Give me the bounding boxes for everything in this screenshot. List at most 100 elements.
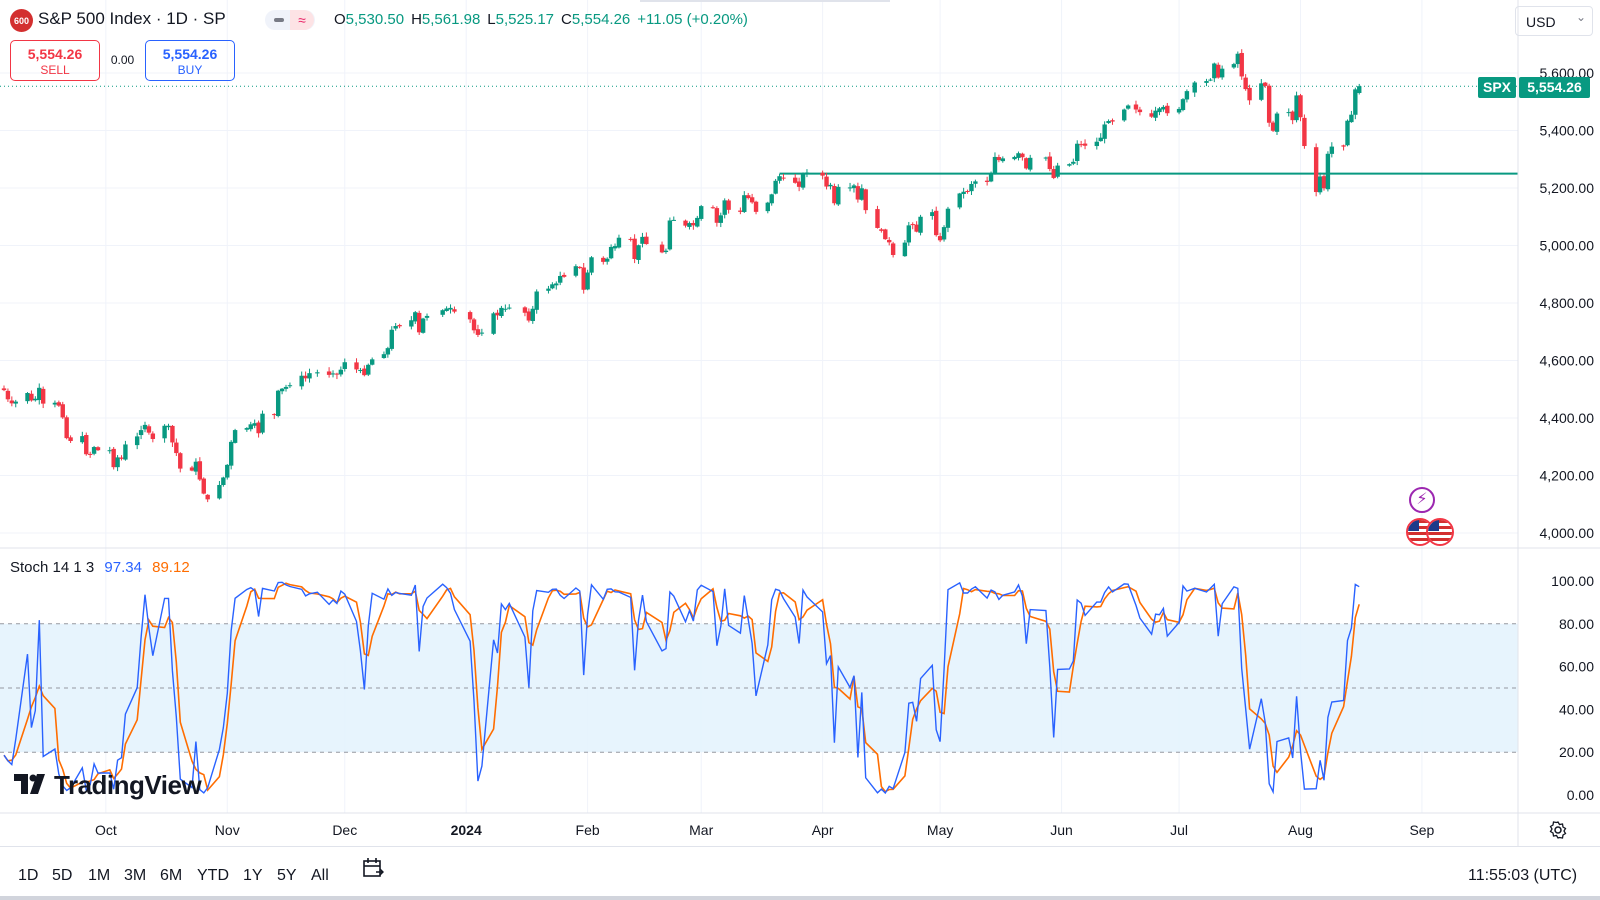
candle-up (1028, 157, 1033, 170)
candle-down (1239, 52, 1244, 77)
candle-up (1012, 156, 1017, 160)
candle-down (189, 467, 195, 471)
candle-up (988, 174, 994, 182)
candle-up (1317, 176, 1323, 193)
candle-up (1071, 161, 1076, 164)
chevron-down-icon: ⌄ (1575, 10, 1586, 24)
lightning-icon[interactable]: ⚡ (1409, 487, 1435, 513)
candle-up (393, 326, 398, 329)
candle-up (554, 283, 559, 286)
candle-up (605, 258, 610, 262)
candle-up (1294, 95, 1299, 121)
symbol-title[interactable]: S&P 500 Index · 1D · SP (38, 9, 226, 28)
candle-down (205, 494, 210, 500)
candle-up (142, 424, 148, 430)
candle-down (890, 243, 896, 255)
range-6m[interactable]: 6M (160, 867, 183, 884)
candle-up (902, 242, 908, 257)
candle-up (777, 176, 782, 181)
bottom-strip (0, 896, 1600, 900)
candle-down (796, 181, 802, 187)
currency-select[interactable]: USD ⌄ (1515, 6, 1593, 36)
candle-up (385, 348, 391, 355)
sell-button[interactable]: 5,554.26 SELL (10, 40, 100, 81)
candle-up (1153, 110, 1158, 118)
candle-up (1067, 164, 1072, 166)
price-tick-label: 5,000.00 (1540, 238, 1595, 254)
candle-up (667, 220, 673, 250)
sell-label: SELL (40, 63, 70, 77)
range-1y[interactable]: 1Y (243, 867, 263, 884)
candle-up (115, 457, 120, 468)
candle-down (84, 435, 89, 455)
candle-up (636, 245, 641, 260)
range-5y[interactable]: 5Y (277, 867, 297, 884)
range-3m[interactable]: 3M (124, 867, 147, 884)
candle-down (1149, 113, 1154, 117)
buy-price: 5,554.26 (162, 46, 218, 62)
candle-up (33, 398, 38, 401)
top-highlight (640, 0, 890, 2)
buy-button[interactable]: 5,554.26 BUY (145, 40, 235, 81)
price-axis: 4,000.00 4,200.00 4,400.00 4,600.00 4,800.00… (1540, 65, 1595, 541)
candle-up (1192, 82, 1197, 93)
candle-down (68, 437, 73, 441)
candle-up (699, 206, 704, 219)
price-tick-label: 4,600.00 (1540, 353, 1595, 369)
candle-up (287, 385, 293, 387)
candle-up (695, 217, 700, 227)
candle-down (1302, 117, 1307, 147)
range-1d[interactable]: 1D (18, 867, 39, 884)
stoch-name[interactable]: Stoch 14 1 3 (10, 559, 95, 576)
candle-up (1329, 146, 1335, 154)
time-tick-label: Aug (1288, 822, 1313, 838)
legend-toggle[interactable]: ≈ (265, 10, 315, 30)
range-all[interactable]: All (311, 867, 329, 884)
utc-clock[interactable]: 11:55:03 (UTC) (1468, 867, 1578, 884)
candle-up (299, 375, 304, 387)
time-tick-label: Nov (215, 822, 240, 838)
candle-down (996, 157, 1002, 161)
candle-down (1078, 144, 1084, 146)
candle-up (25, 392, 30, 402)
settings-gear-icon[interactable] (1548, 820, 1568, 840)
time-tick-label: Jul (1170, 822, 1188, 838)
candle-up (1345, 120, 1350, 146)
candle-up (589, 257, 594, 273)
candle-down (820, 172, 825, 176)
candle-down (914, 224, 919, 232)
candle-up (1212, 63, 1217, 79)
candle-up (138, 430, 144, 436)
close-value: 5,554.26 (571, 11, 631, 28)
candle-up (134, 436, 140, 446)
candle-down (1247, 87, 1252, 101)
stoch-k-value: 97.34 (104, 559, 142, 576)
stoch-tick-label: 40.00 (1559, 701, 1594, 717)
candle-down (910, 224, 915, 226)
candle-up (1208, 79, 1213, 81)
candle-up (773, 180, 778, 194)
candle-down (256, 422, 261, 434)
candle-down (416, 312, 422, 333)
candle-up (507, 307, 512, 309)
range-1m[interactable]: 1M (88, 867, 111, 884)
ohlc-values: O5,530.50 H5,561.98 L5,525.17 C5,554.26 +11.… (334, 11, 755, 28)
candle-up (1000, 158, 1006, 162)
range-ytd[interactable]: YTD (197, 867, 229, 884)
candle-up (13, 401, 18, 404)
candle-down (601, 257, 606, 262)
candle-down (1266, 85, 1272, 123)
candle-up (1235, 53, 1241, 65)
us-flag-event-icon-2[interactable] (1426, 518, 1454, 546)
range-5d[interactable]: 5D (52, 867, 73, 884)
candle-down (170, 425, 175, 443)
candle-down (111, 448, 116, 468)
candle-up (409, 320, 414, 327)
candle-up (585, 272, 590, 290)
stoch-tick-label: 80.00 (1559, 616, 1594, 632)
calendar-goto-icon[interactable] (362, 857, 384, 879)
time-axis: Oct Nov Dec 2024 Feb Mar Apr May Jun Jul Aug Sep (95, 822, 1435, 838)
candle-down (201, 478, 206, 494)
price-tick-label: 4,800.00 (1540, 295, 1595, 311)
